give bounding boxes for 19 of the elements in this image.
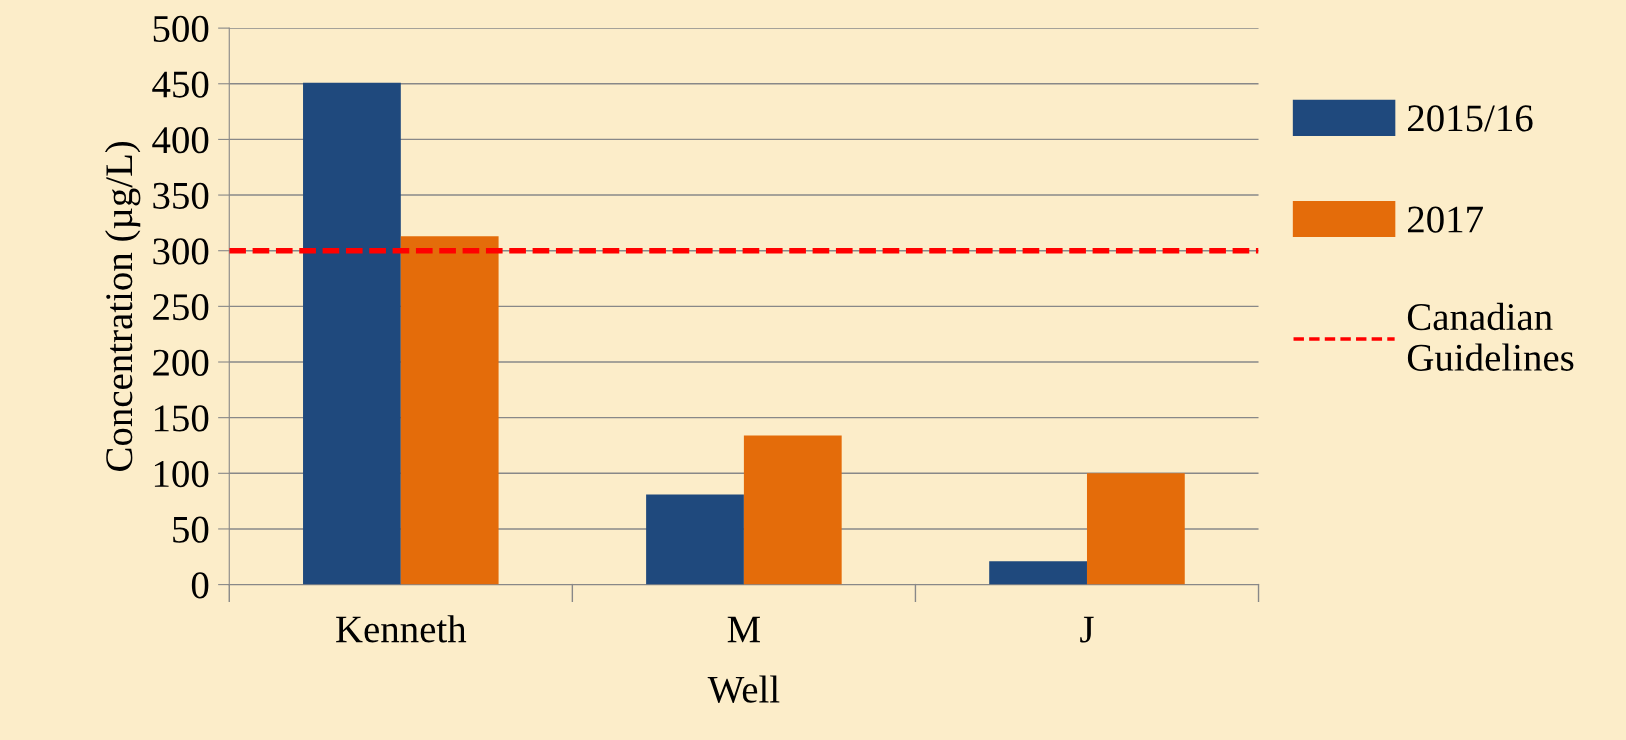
x-tick-label: M [727,616,761,643]
y-tick-label: 250 [153,293,209,321]
legend-label: Canadian Guidelines [1407,302,1574,371]
x-axis-title: Well [707,675,780,703]
x-tick-label: J [1080,616,1094,643]
y-tick-label: 50 [173,516,209,543]
x-tick-label: Kenneth [336,615,467,643]
legend-label: 2015/16 [1408,105,1533,132]
y-axis-title: Concentration (µg/L) [105,141,141,471]
y-tick-label: 500 [153,15,209,42]
y-tick-label: 150 [154,405,209,432]
legend-label: 2017 [1408,206,1483,233]
y-tick-label: 350 [153,182,209,209]
y-tick-label: 300 [153,238,209,265]
y-tick-label: 200 [153,349,209,376]
y-tick-label: 100 [154,460,209,488]
y-tick-label: 0 [191,572,209,599]
y-tick-label: 450 [152,71,209,98]
y-tick-label: 400 [152,127,209,154]
